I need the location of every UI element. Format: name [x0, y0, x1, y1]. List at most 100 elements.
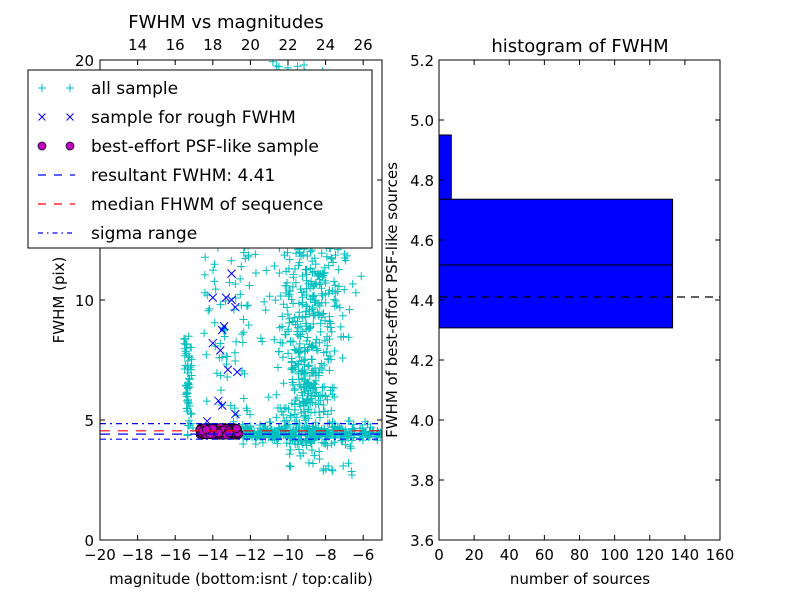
legend-item: all sample [38, 79, 178, 99]
all-sample-point [331, 296, 340, 305]
all-sample-point [202, 350, 211, 359]
all-sample-point [279, 300, 288, 309]
all-sample-point [319, 271, 328, 280]
all-sample-point [286, 462, 295, 471]
all-sample-point [232, 337, 241, 346]
rough-fwhm-point [223, 365, 233, 374]
all-sample-point [305, 371, 314, 380]
all-sample-point [301, 312, 310, 321]
rough-fwhm-point [208, 293, 218, 302]
all-sample-point [302, 302, 311, 311]
x-tick-label: −18 [122, 546, 154, 564]
all-sample-point [338, 354, 347, 363]
all-sample-point [298, 366, 307, 375]
all-sample-point [320, 382, 329, 391]
all-sample-point [327, 254, 336, 263]
all-sample-point [315, 447, 324, 456]
all-sample-point [265, 292, 274, 301]
x-tick-label: −6 [352, 546, 374, 564]
histogram-plot: 0 20 40 60 80 100 120 140 160 3.6 3.8 4.0 4.2 4.4 4.6 4… [383, 36, 734, 588]
all-sample-point [317, 425, 326, 434]
all-sample-point [276, 291, 285, 300]
all-sample-point [302, 326, 311, 335]
all-sample-point [302, 441, 311, 450]
psf-like-point [202, 425, 211, 434]
all-sample-point [295, 339, 304, 348]
legend-label: best-effort PSF-like sample [91, 137, 319, 157]
all-sample-point [348, 279, 357, 288]
all-sample-point [299, 287, 308, 296]
rough-fwhm-point [208, 338, 218, 348]
all-sample-point [311, 418, 320, 427]
all-sample-point [341, 256, 350, 265]
all-sample-point [216, 371, 225, 380]
all-sample-point [328, 287, 337, 296]
all-sample-point [303, 378, 312, 387]
all-sample-point [238, 420, 247, 429]
all-sample-point [339, 461, 348, 470]
all-sample-point [268, 427, 277, 436]
all-sample-point [285, 314, 294, 323]
all-sample-point [323, 410, 332, 419]
y-tick-label: 3.8 [410, 472, 434, 490]
legend-plus-icon [38, 84, 46, 92]
all-sample-point [289, 318, 298, 327]
all-sample-point [201, 253, 210, 262]
all-sample-point [301, 347, 310, 356]
all-sample-point [231, 279, 240, 288]
all-sample-point [304, 362, 313, 371]
all-sample-point [216, 339, 225, 348]
all-sample-point [255, 420, 264, 429]
all-sample-point [216, 386, 225, 395]
all-sample-point [280, 251, 289, 260]
all-sample-point [222, 360, 231, 369]
y-tick-label: 5.0 [410, 112, 434, 130]
rough-fwhm-point [215, 346, 225, 355]
all-sample-point [239, 248, 248, 257]
all-sample-point [322, 252, 331, 261]
all-sample-point [243, 301, 252, 310]
all-sample-point [187, 410, 196, 419]
x-tick-label: −20 [84, 546, 116, 564]
all-sample-point [316, 396, 325, 405]
all-sample-point [293, 394, 302, 403]
all-sample-point [304, 389, 313, 398]
x-tick-label: 60 [535, 546, 554, 564]
all-sample-point [216, 300, 225, 309]
all-sample-point [272, 390, 281, 399]
y-tick-label: 4.0 [410, 412, 434, 430]
all-sample-point [210, 277, 219, 286]
all-sample-point [275, 269, 284, 278]
all-sample-point [223, 373, 232, 382]
all-sample-point [187, 371, 196, 380]
all-sample-point [183, 365, 192, 374]
all-sample-point [299, 449, 308, 458]
all-sample-point [289, 270, 298, 279]
legend-label: resultant FWHM: 4.41 [91, 166, 275, 186]
all-sample-point [324, 261, 333, 270]
all-sample-point [285, 420, 294, 429]
all-sample-point [243, 406, 252, 415]
all-sample-point [292, 346, 301, 355]
all-sample-point [276, 338, 285, 347]
all-sample-point [251, 250, 260, 259]
all-sample-point [336, 322, 345, 331]
all-sample-point [309, 459, 318, 468]
all-sample-point [226, 401, 235, 410]
y-tick-label: 20 [75, 52, 94, 70]
all-sample-point [286, 413, 295, 422]
x-tick-label: 20 [465, 546, 484, 564]
y-tick-label: 4.8 [410, 172, 434, 190]
all-sample-point [328, 390, 337, 399]
scatter-xlabel: magnitude (bottom:isnt / top:calib) [109, 570, 373, 588]
all-sample-point [225, 278, 234, 287]
legend-x-icon [66, 113, 74, 121]
all-sample-point [345, 417, 354, 426]
all-sample-point [319, 400, 328, 409]
all-sample-point [278, 353, 287, 362]
rough-fwhm-point [232, 367, 242, 377]
x-tick-label: −10 [272, 546, 304, 564]
scatter-title: FWHM vs magnitudes [128, 12, 323, 33]
all-sample-point [317, 249, 326, 258]
all-sample-point [239, 394, 248, 403]
